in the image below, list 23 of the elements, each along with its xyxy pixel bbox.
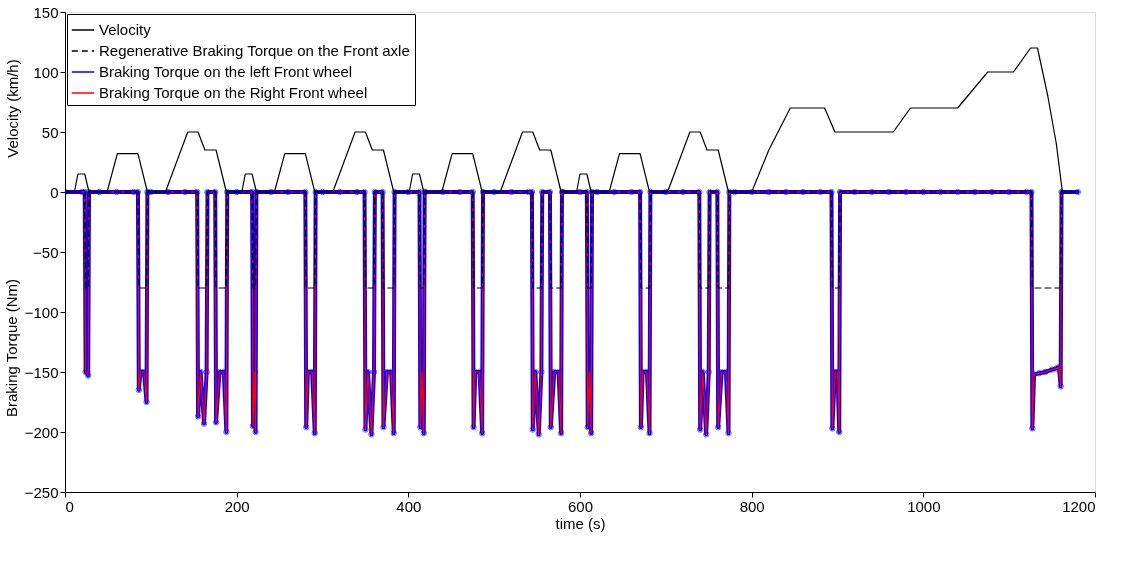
x-tick-label: 1000 <box>907 497 941 515</box>
x-tick-label: 200 <box>224 497 250 515</box>
y-tick-label: −50 <box>33 243 59 261</box>
y-tick-label: 150 <box>33 3 59 21</box>
y-axis-title: Velocity (km/h) <box>3 59 21 158</box>
legend-label: Regenerative Braking Torque on the Front axle <box>99 42 410 59</box>
legend-label: Braking Torque on the Right Front wheel <box>99 84 368 101</box>
y-tick-label: −200 <box>24 423 59 441</box>
x-tick-label: 1200 <box>1062 497 1096 515</box>
y-tick-label: 0 <box>50 183 59 201</box>
y-tick-label: −250 <box>24 483 59 501</box>
legend-label: Braking Torque on the left Front wheel <box>99 63 353 80</box>
y-tick-label: 50 <box>41 123 59 141</box>
y-tick-label: −100 <box>24 303 59 321</box>
x-tick-label: 600 <box>567 497 594 515</box>
x-tick-label: 0 <box>65 497 74 515</box>
text: Braking Torque (Nm) <box>3 278 20 418</box>
legend-label: Velocity <box>99 21 152 38</box>
y-tick-label: 100 <box>33 63 59 81</box>
x-axis-title: time (s) <box>555 514 606 532</box>
x-tick-label: 800 <box>739 497 765 515</box>
y-tick-label: −150 <box>24 363 59 381</box>
x-tick-label: 400 <box>396 497 422 515</box>
